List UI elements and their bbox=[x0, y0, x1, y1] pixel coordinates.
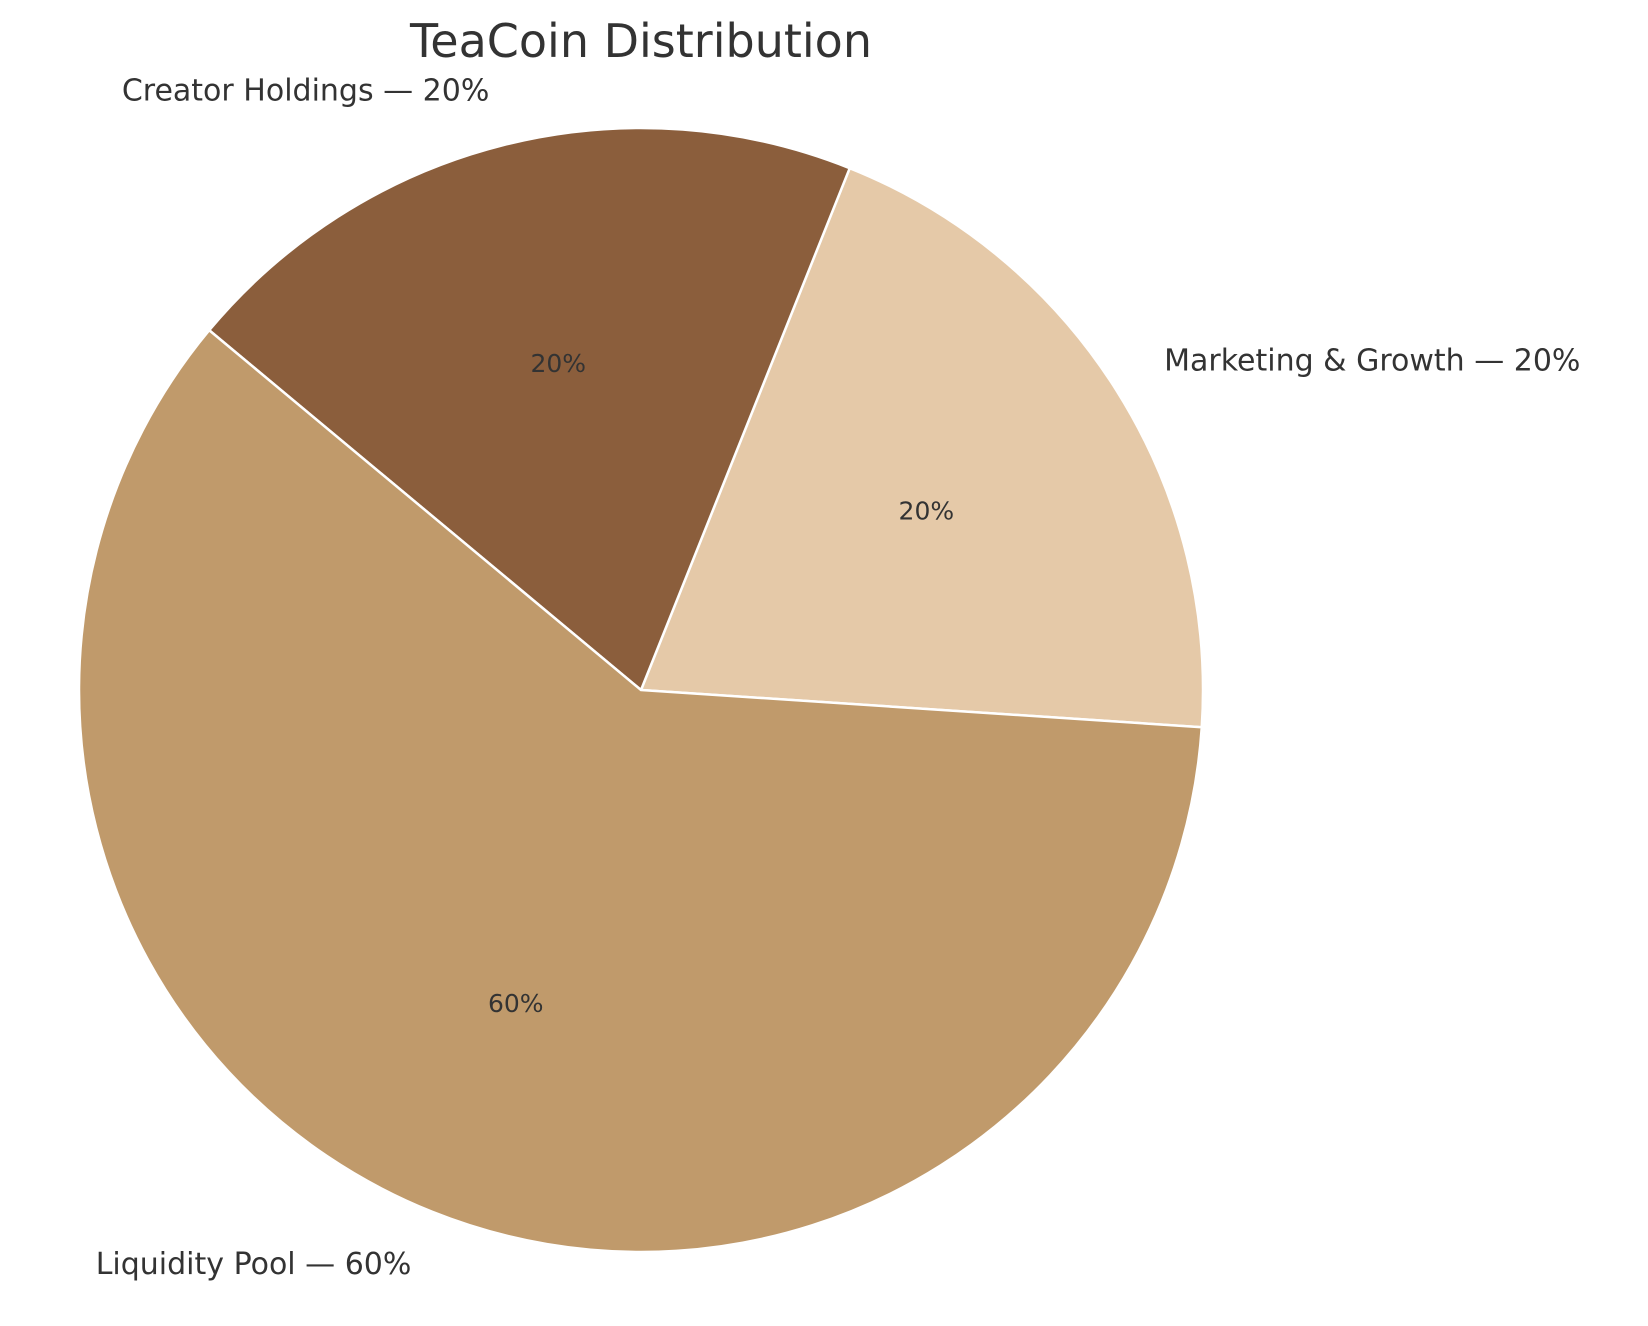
chart-title: TeaCoin Distribution bbox=[409, 14, 872, 68]
slice-category-label: Liquidity Pool — 60% bbox=[96, 1247, 412, 1282]
pie-slice-creator-holdings bbox=[207, 126, 851, 692]
slice-percent-label: 20% bbox=[530, 349, 586, 378]
pie-slice-marketing-growth bbox=[639, 166, 1205, 729]
slice-percent-label: 20% bbox=[899, 496, 955, 525]
pie-slices bbox=[77, 126, 1205, 1254]
slice-category-label: Creator Holdings — 20% bbox=[122, 74, 490, 109]
pie-slice-liquidity-pool bbox=[77, 329, 1204, 1254]
slice-percent-label: 60% bbox=[488, 989, 544, 1018]
slice-category-label: Marketing & Growth — 20% bbox=[1164, 344, 1580, 379]
slice-category-labels: Marketing & Growth — 20% Creator Holdings… bbox=[96, 74, 1581, 1282]
slice-percent-labels: 20% 20% 60% bbox=[488, 349, 954, 1018]
